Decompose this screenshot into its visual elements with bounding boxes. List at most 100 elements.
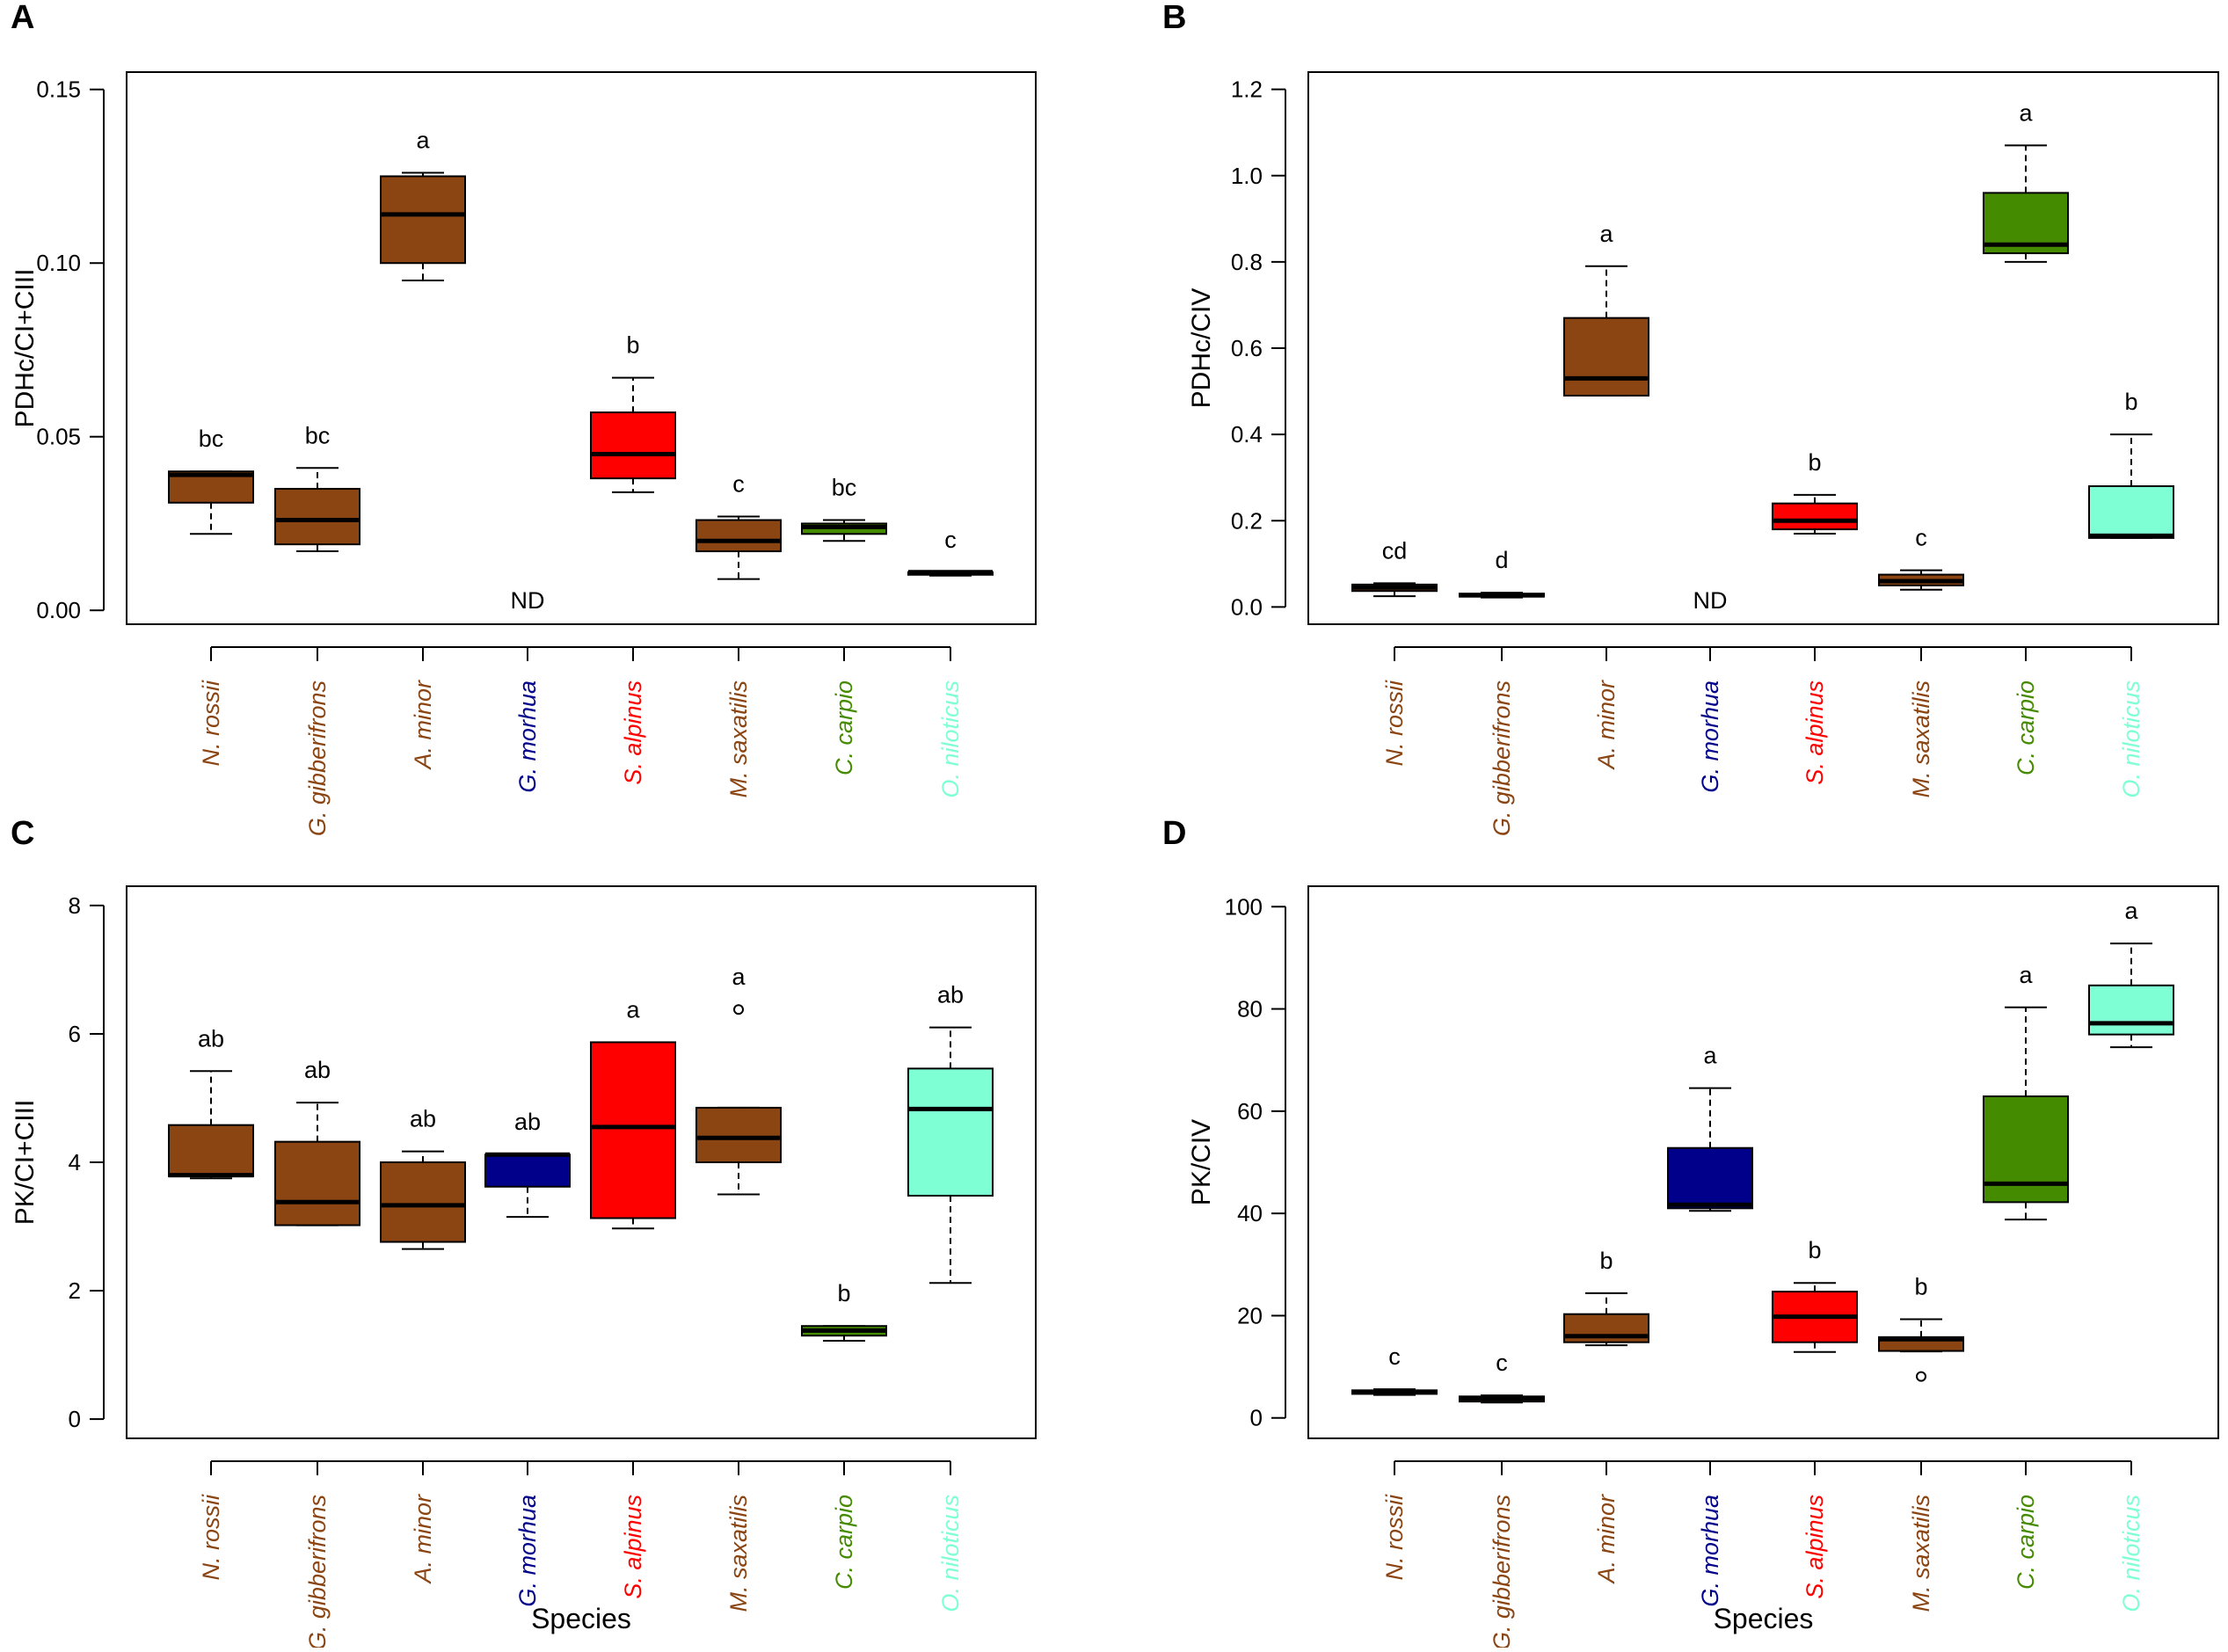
y-axis-label: PDHc/CI+CIII bbox=[11, 269, 40, 428]
iqr-box bbox=[695, 519, 782, 553]
x-tick-label-species: G. morhua bbox=[1697, 680, 1723, 793]
iqr-box bbox=[274, 1140, 360, 1226]
iqr-box bbox=[168, 1124, 254, 1178]
outlier-point bbox=[1916, 1371, 1926, 1382]
x-tick-label-species: S. alpinus bbox=[620, 680, 646, 785]
box-m-saxatilis: c bbox=[1878, 525, 1964, 591]
significance-label: a bbox=[1703, 1043, 1717, 1069]
y-tick-label: 0.15 bbox=[36, 76, 81, 103]
box-g-morhua: a bbox=[1667, 1043, 1753, 1212]
significance-label: bc bbox=[832, 475, 857, 501]
y-tick-label: 0.8 bbox=[1231, 249, 1263, 275]
significance-label: b bbox=[1808, 1237, 1821, 1263]
significance-label: a bbox=[626, 996, 640, 1022]
significance-label: cd bbox=[1382, 537, 1408, 564]
x-tick-label-species: N. rossii bbox=[198, 680, 224, 767]
y-tick-label: 60 bbox=[1237, 1098, 1263, 1124]
x-tick-label-species: O. niloticus bbox=[2118, 680, 2144, 798]
y-tick-label: 0.0 bbox=[1231, 593, 1263, 620]
box-g-gibberifrons: c bbox=[1459, 1350, 1545, 1404]
significance-label: a bbox=[2124, 898, 2138, 924]
y-tick-label: 0.4 bbox=[1231, 421, 1263, 448]
significance-label: ab bbox=[410, 1106, 436, 1132]
x-tick-label-species: G. gibberifrons bbox=[304, 1495, 331, 1648]
iqr-box bbox=[380, 175, 466, 265]
x-tick-label-species: O. niloticus bbox=[937, 1495, 964, 1612]
y-tick-label: 4 bbox=[69, 1149, 81, 1175]
y-tick-label: 2 bbox=[69, 1277, 81, 1304]
y-tick-label: 40 bbox=[1237, 1200, 1263, 1226]
plot-frame bbox=[1307, 71, 2219, 625]
significance-label: b bbox=[837, 1280, 850, 1306]
x-tick-label-species: C. carpio bbox=[831, 1495, 857, 1590]
iqr-box bbox=[380, 1161, 466, 1243]
y-tick-label: 8 bbox=[69, 892, 81, 919]
box-a-minor: a bbox=[1563, 221, 1649, 397]
significance-label: c bbox=[732, 471, 745, 498]
x-tick-label-species: G. gibberifrons bbox=[1489, 1495, 1515, 1648]
x-tick-label-species: N. rossii bbox=[1381, 680, 1408, 767]
plot-frame bbox=[126, 885, 1037, 1439]
significance-label: bc bbox=[199, 426, 224, 452]
outlier-point bbox=[733, 1004, 744, 1015]
panel-d: D 0 20 40 60 80 100 PK/CIV N. rossii c G. gibberif… bbox=[1162, 815, 2219, 1650]
box-c-carpio: bc bbox=[801, 475, 887, 542]
box-s-alpinus: b bbox=[1772, 449, 1858, 535]
box-g-morhua: ab bbox=[484, 1109, 571, 1219]
nd-label: ND bbox=[1693, 587, 1728, 614]
x-tick-label-species: M. saxatilis bbox=[1908, 1495, 1934, 1612]
box-m-saxatilis: c bbox=[695, 471, 782, 580]
x-tick-label-species: O. niloticus bbox=[937, 680, 964, 798]
box-o-niloticus: b bbox=[2088, 389, 2174, 539]
y-tick-label: 0.6 bbox=[1231, 335, 1263, 361]
iqr-box bbox=[484, 1153, 571, 1188]
box-n-rossii: bc bbox=[168, 426, 254, 535]
y-tick-label: 1.2 bbox=[1231, 76, 1263, 103]
box-n-rossii: cd bbox=[1351, 537, 1438, 598]
iqr-box bbox=[1983, 1095, 2069, 1204]
x-tick-label-species: A. minor bbox=[1593, 1494, 1620, 1585]
y-tick-label: 0 bbox=[1250, 1405, 1263, 1431]
box-s-alpinus: a bbox=[590, 996, 676, 1230]
box-a-minor: ab bbox=[380, 1106, 466, 1250]
x-tick-label-species: C. carpio bbox=[2013, 1495, 2039, 1590]
x-tick-label-species: M. saxatilis bbox=[725, 680, 752, 798]
x-tick-label-species: S. alpinus bbox=[1802, 1495, 1828, 1599]
iqr-box bbox=[274, 487, 360, 546]
iqr-box bbox=[1667, 1146, 1753, 1210]
box-s-alpinus: b bbox=[1772, 1237, 1858, 1353]
significance-label: c bbox=[1496, 1350, 1508, 1376]
box-m-saxatilis: a bbox=[695, 964, 782, 1196]
x-tick-label-species: A. minor bbox=[410, 680, 436, 771]
box-o-niloticus: ab bbox=[907, 982, 994, 1284]
panel-letter: B bbox=[1162, 0, 1186, 36]
y-tick-label: 1.0 bbox=[1231, 163, 1263, 189]
x-tick-label-species: S. alpinus bbox=[620, 1495, 646, 1599]
panel-letter: A bbox=[11, 0, 34, 36]
plot-frame bbox=[126, 71, 1037, 625]
x-tick-label-species: N. rossii bbox=[1381, 1494, 1408, 1581]
iqr-box bbox=[907, 1067, 994, 1197]
x-tick-label-species: A. minor bbox=[1593, 680, 1620, 771]
box-a-minor: a bbox=[380, 127, 466, 281]
box-n-rossii: ab bbox=[168, 1025, 254, 1180]
box-m-saxatilis: b bbox=[1878, 1274, 1964, 1382]
x-axis-label: Species bbox=[1714, 1603, 1814, 1634]
y-axis-label: PK/CIV bbox=[1187, 1119, 1216, 1205]
box-a-minor: b bbox=[1563, 1248, 1649, 1347]
iqr-box bbox=[1563, 317, 1649, 397]
plot-frame bbox=[1307, 885, 2219, 1439]
nd-label: ND bbox=[511, 587, 545, 614]
box-g-gibberifrons: ab bbox=[274, 1057, 360, 1226]
y-tick-label: 0 bbox=[69, 1406, 81, 1432]
significance-label: c bbox=[1388, 1343, 1401, 1370]
y-tick-label: 0.10 bbox=[36, 250, 81, 276]
y-tick-label: 100 bbox=[1225, 893, 1263, 920]
x-axis-label: Species bbox=[531, 1603, 631, 1634]
iqr-box bbox=[590, 1041, 676, 1219]
panel-letter: D bbox=[1162, 815, 1186, 852]
box-c-carpio: a bbox=[1983, 99, 2069, 263]
